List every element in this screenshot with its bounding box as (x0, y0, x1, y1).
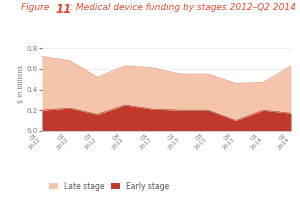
Text: 11: 11 (56, 3, 72, 16)
Text: : Medical device funding by stages 2012–Q2 2014: : Medical device funding by stages 2012–… (70, 3, 296, 12)
Text: Figure: Figure (21, 3, 52, 12)
Y-axis label: $ in billions: $ in billions (18, 65, 24, 103)
Legend: Late stage, Early stage: Late stage, Early stage (46, 179, 172, 194)
